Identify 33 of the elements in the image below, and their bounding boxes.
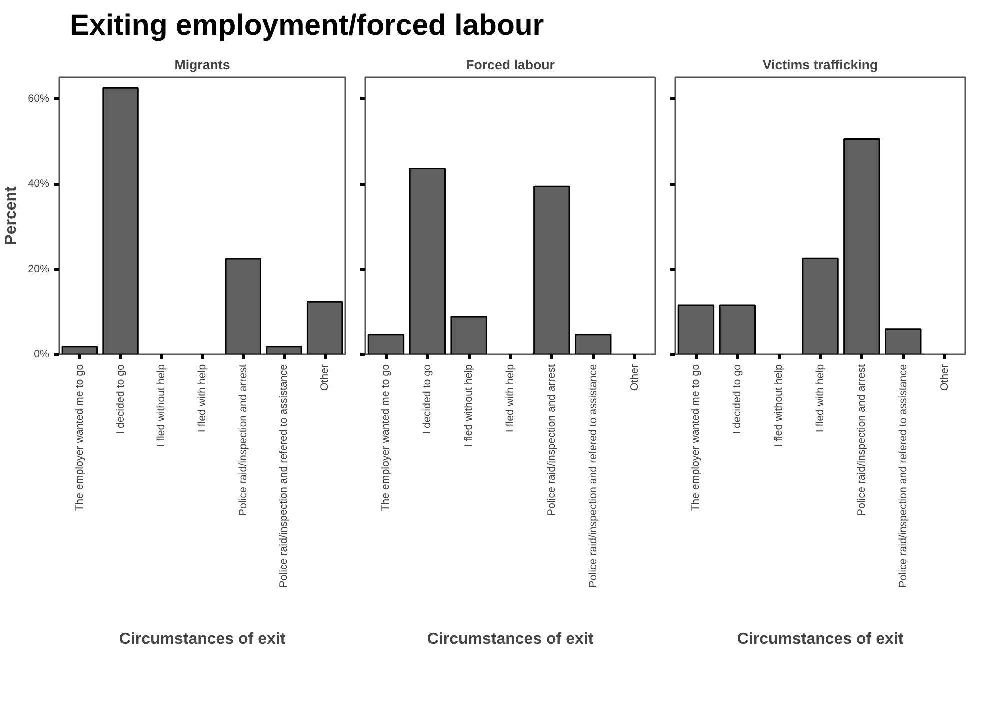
chart-subtitle: Migrants bbox=[174, 58, 230, 72]
x-tick-label: I fled without help bbox=[773, 364, 786, 448]
x-tick-label: Police raid/inspection and refered to assistance bbox=[897, 364, 910, 588]
y-tick-label: 20% bbox=[28, 263, 50, 276]
x-tick-label: I fled with help bbox=[814, 364, 826, 433]
x-tick-label: The employer wanted me to go bbox=[74, 364, 86, 512]
x-tick-label: I fled without help bbox=[463, 364, 476, 448]
x-tick-label: I decided to go bbox=[114, 364, 127, 434]
x-tick-label: Police raid/inspection and arrest bbox=[237, 364, 250, 516]
x-axis-title: Circumstances of exit bbox=[737, 630, 904, 648]
y-axis-title: Percent bbox=[3, 186, 20, 246]
x-tick-label: Police raid/inspection and refered to assistance bbox=[278, 364, 290, 588]
x-tick-label: The employer wanted me to go bbox=[690, 364, 702, 512]
x-axis-title: Circumstances of exit bbox=[119, 630, 286, 648]
x-tick-label: Police raid/inspection and refered to assistance bbox=[587, 364, 600, 588]
y-tick-label: 0% bbox=[34, 348, 50, 360]
x-tick-label: I fled with help bbox=[504, 364, 516, 433]
x-tick-label: Other bbox=[938, 364, 951, 392]
x-tick-label: I fled with help bbox=[196, 364, 208, 433]
x-tick-label: I decided to go bbox=[422, 364, 434, 434]
y-tick-label: 40% bbox=[28, 178, 50, 190]
x-tick-label: Police raid/inspection and arrest bbox=[856, 364, 868, 516]
chart-title: Exiting employment/forced labour bbox=[70, 8, 544, 44]
chart-subtitle: Victims trafficking bbox=[762, 58, 878, 72]
x-tick-label: I fled without help bbox=[156, 364, 168, 448]
chart-subtitle: Forced labour bbox=[466, 58, 555, 72]
y-tick-label: 60% bbox=[28, 92, 50, 105]
x-tick-label: Police raid/inspection and arrest bbox=[546, 364, 558, 516]
x-tick-label: Other bbox=[319, 364, 332, 392]
x-tick-label: I decided to go bbox=[732, 364, 744, 434]
x-tick-label: The employer wanted me to go bbox=[380, 364, 392, 512]
x-tick-label: Other bbox=[628, 364, 641, 392]
x-axis-title: Circumstances of exit bbox=[427, 630, 594, 648]
